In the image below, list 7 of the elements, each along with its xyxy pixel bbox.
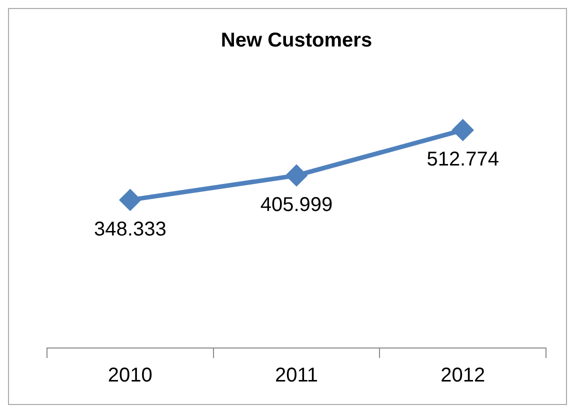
chart-title: New Customers bbox=[220, 30, 372, 52]
data-label: 348.333 bbox=[94, 218, 166, 240]
x-tick-label: 2012 bbox=[440, 364, 486, 387]
x-tick-label: 2011 bbox=[274, 364, 318, 387]
data-label: 512.774 bbox=[426, 148, 499, 171]
data-label: 405.999 bbox=[260, 194, 333, 216]
x-tick-label: 2010 bbox=[108, 364, 152, 387]
